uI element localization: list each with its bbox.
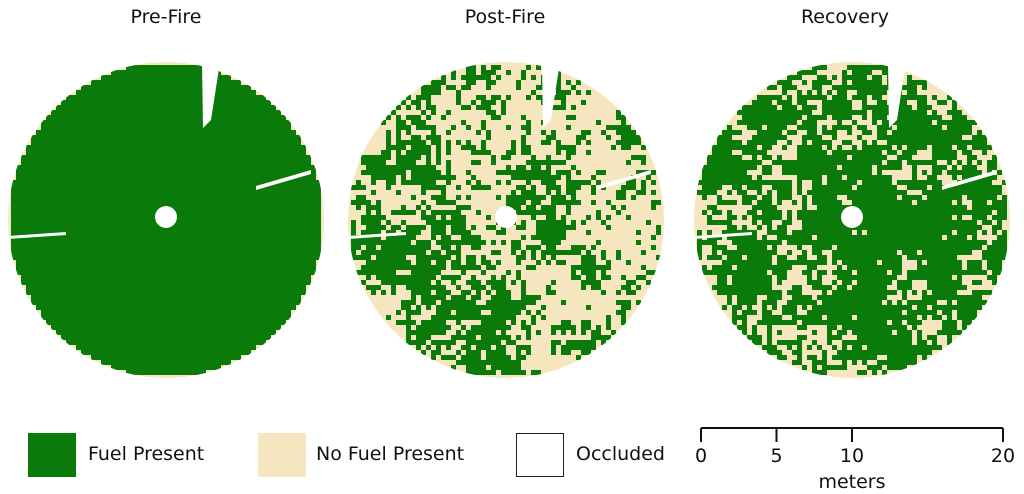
pre-fire-fuel-map [6, 60, 326, 380]
post-fire-fuel-map [346, 60, 666, 380]
legend-label-fuel-present: Fuel Present [88, 443, 205, 465]
legend-label-no-fuel-present: No Fuel Present [316, 443, 465, 465]
scale-tick-label: 5 [770, 445, 782, 467]
occluded-streak [256, 170, 311, 190]
legend-swatch-fuel-present [28, 433, 76, 477]
scale-bar-unit: meters [818, 471, 885, 493]
occluded-areas [694, 62, 997, 239]
legend-label-occluded: Occluded [576, 443, 665, 465]
occluded-areas [8, 62, 311, 239]
legend-swatch-occluded [516, 433, 564, 477]
scale-tick-label: 20 [991, 445, 1015, 467]
occluded-wedge [202, 62, 220, 128]
panel-title-recovery: Recovery [800, 6, 890, 28]
occluded-streak [8, 232, 66, 239]
panel-title-pre-fire: Pre-Fire [130, 6, 202, 28]
scale-tick-label: 10 [840, 445, 864, 467]
occluded-streak [596, 170, 651, 190]
occluded-wedge [542, 62, 560, 128]
occluded-wedge [888, 62, 906, 128]
occluded-center [495, 206, 517, 228]
occluded-streak [942, 170, 997, 190]
occluded-streak [694, 232, 752, 239]
occluded-center [155, 206, 177, 228]
occluded-streak [348, 232, 406, 239]
occluded-areas [348, 62, 651, 239]
recovery-fuel-map [692, 60, 1012, 380]
occluded-center [841, 206, 863, 228]
scale-tick-label: 0 [695, 445, 707, 467]
scale-bar: 0 5 10 20 meters [695, 427, 1015, 493]
legend-swatch-no-fuel-present [258, 433, 306, 477]
panel-title-post-fire: Post-Fire [464, 6, 546, 28]
